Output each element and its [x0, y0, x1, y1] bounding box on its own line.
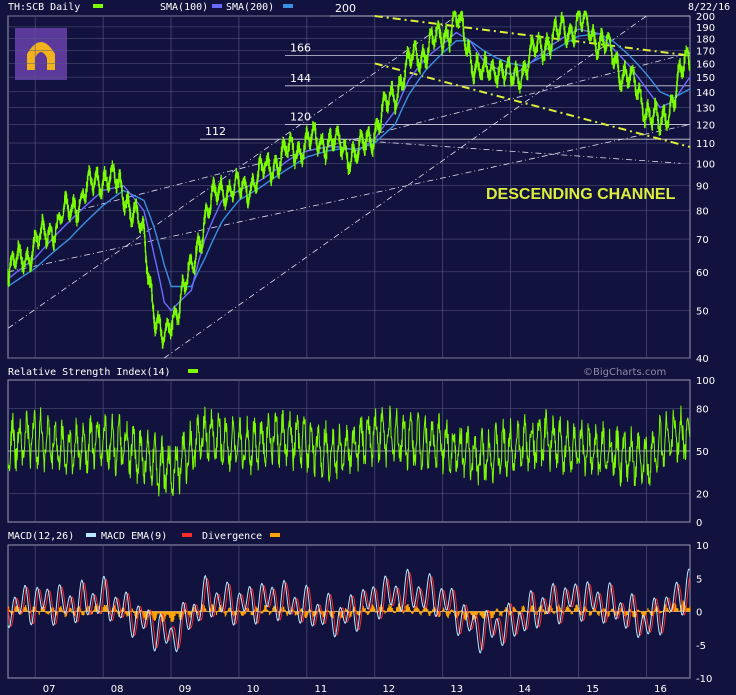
price-panel: 4050607080901001101201301401501601701801…: [7, 2, 715, 365]
price-tick-label: 170: [696, 47, 715, 58]
x-tick-label: 11: [315, 684, 328, 695]
rsi-tick-label: 100: [696, 376, 715, 387]
price-tick-label: 200: [696, 12, 715, 23]
sma200-label: SMA(200): [226, 2, 274, 13]
rsi-tick-label: 50: [696, 447, 709, 458]
level-label: 166: [290, 42, 311, 55]
x-tick-label: 16: [654, 684, 667, 695]
macd-line: [7, 568, 690, 654]
macd-header: MACD(12,26) MACD EMA(9) Divergence: [8, 531, 280, 542]
level-label: 112: [205, 125, 226, 138]
macd-panel: -10 -5 0 5 10: [7, 541, 712, 685]
x-tick-label: 13: [450, 684, 463, 695]
price-tick-label: 110: [696, 139, 715, 150]
rsi-legend-swatch: [188, 369, 198, 373]
level-label: 120: [290, 111, 311, 124]
level-label: 200: [335, 2, 356, 15]
date-label: 8/22/16: [688, 2, 730, 13]
macd-legend-swatch: [86, 533, 96, 537]
trend-line: [340, 138, 681, 164]
price-tick-label: 150: [696, 73, 715, 84]
divergence-legend-swatch: [270, 533, 280, 537]
rsi-panel: 0 20 50 80 100: [7, 376, 715, 529]
price-tick-label: 120: [696, 121, 715, 132]
sma100-label: SMA(100): [160, 2, 208, 13]
macd-tick-label: -10: [696, 674, 712, 685]
macd-tick-label: 10: [696, 541, 709, 552]
rsi-tick-label: 0: [696, 518, 702, 529]
macd-label: MACD(12,26): [8, 531, 74, 542]
price-tick-label: 80: [696, 207, 709, 218]
x-tick-label: 07: [43, 684, 56, 695]
x-axis: 07 08 09 10 11 12 13 14 15 16: [43, 684, 667, 695]
price-tick-label: 180: [696, 34, 715, 45]
trend-line: [164, 15, 647, 359]
rsi-tick-label: 20: [696, 490, 709, 501]
x-tick-label: 14: [518, 684, 531, 695]
channel-annotation: DESCENDING CHANNEL: [486, 186, 676, 203]
channel-line: [374, 62, 691, 148]
x-tick-label: 12: [382, 684, 395, 695]
rsi-tick-label: 80: [696, 404, 709, 415]
x-tick-label: 10: [247, 684, 260, 695]
price-tick-label: 130: [696, 104, 715, 115]
price-tick-label: 100: [696, 159, 715, 170]
macd-ema-legend-swatch: [182, 533, 192, 537]
price-tick-label: 70: [696, 235, 709, 246]
sma100-legend-swatch: [212, 4, 222, 8]
level-label: 144: [290, 72, 311, 85]
rsi-line: [7, 405, 691, 497]
price-header: TH:SCB Daily SMA(100) SMA(200) 8/22/16: [8, 2, 730, 13]
rsi-label: Relative Strength Index(14): [8, 367, 171, 378]
price-tick-label: 40: [696, 354, 709, 365]
x-tick-label: 08: [111, 684, 124, 695]
macd-tick-label: 0: [696, 608, 702, 619]
ticker-label: TH:SCB Daily: [8, 2, 80, 13]
macd-tick-label: 5: [696, 574, 702, 585]
bank-logo: [15, 28, 67, 80]
rsi-header: Relative Strength Index(14) ©BigCharts.c…: [8, 367, 666, 378]
price-tick-label: 50: [696, 307, 709, 318]
price-tick-label: 90: [696, 182, 709, 193]
price-legend-swatch: [93, 4, 103, 8]
divergence-label: Divergence: [202, 531, 262, 542]
x-tick-label: 15: [586, 684, 599, 695]
trend-line: [7, 124, 691, 273]
macd-tick-label: -5: [696, 641, 706, 652]
watermark: ©BigCharts.com: [583, 367, 666, 378]
price-tick-label: 160: [696, 59, 715, 70]
trend-line: [7, 15, 457, 329]
channel-line: [374, 15, 691, 57]
macd-ema-label: MACD EMA(9): [101, 531, 167, 542]
price-tick-label: 140: [696, 88, 715, 99]
x-tick-label: 09: [179, 684, 192, 695]
sma200-legend-swatch: [283, 4, 293, 8]
trend-line: [75, 52, 691, 212]
price-tick-label: 190: [696, 23, 715, 34]
price-tick-label: 60: [696, 268, 709, 279]
